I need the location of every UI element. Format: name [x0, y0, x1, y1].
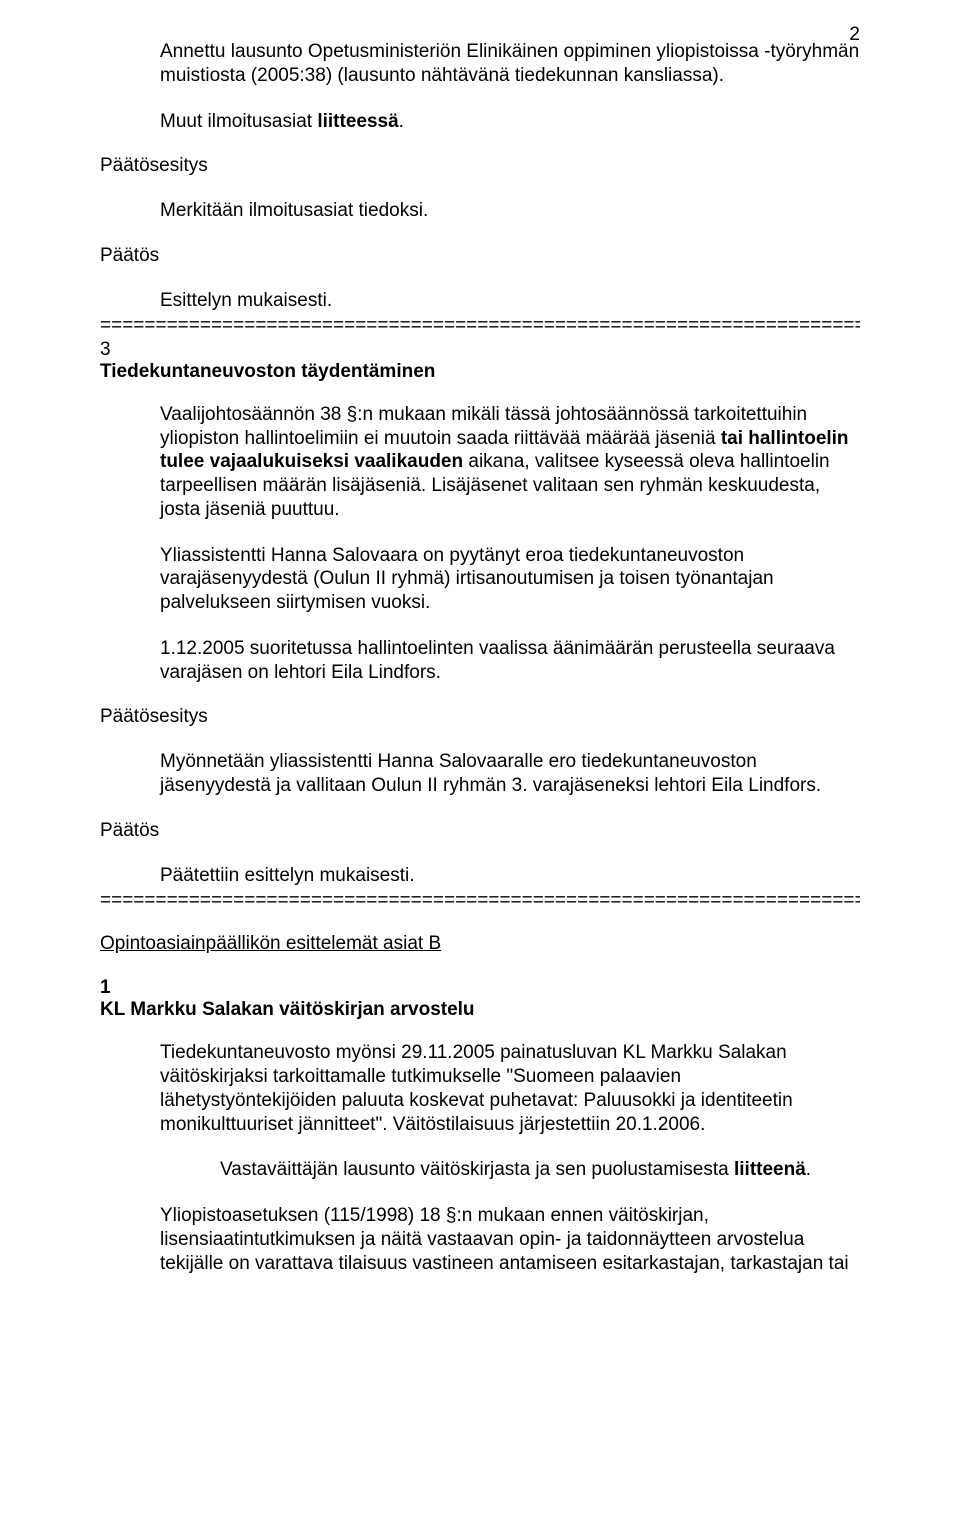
text-muut-b: liitteessä	[317, 111, 398, 132]
paragraph-tiedekuntaneuvosto: Tiedekuntaneuvosto myönsi 29.11.2005 pai…	[160, 1041, 860, 1136]
section-number-3: 3	[100, 339, 860, 361]
text-vasta-a: Vastaväittäjän lausunto väitöskirjasta j…	[220, 1159, 734, 1180]
heading-opinto: Opintoasiainpäällikön esittelemät asiat …	[100, 932, 860, 956]
text-muut-a: Muut ilmoitusasiat	[160, 111, 317, 132]
paragraph-muut: Muut ilmoitusasiat liitteessä.	[160, 110, 860, 134]
paragraph-paatettiin: Päätettiin esittelyn mukaisesti.	[160, 864, 860, 888]
label-paatos-1: Päätös	[100, 245, 860, 267]
paragraph-myonnetaan: Myönnetään yliassistentti Hanna Salovaar…	[160, 750, 860, 798]
paragraph-2005: 1.12.2005 suoritetussa hallintoelinten v…	[160, 637, 860, 685]
text-vaali-a: Vaalijohtosäännön 38 §:n mukaan mikäli t…	[160, 404, 807, 449]
paragraph-esittelyn: Esittelyn mukaisesti.	[160, 289, 860, 313]
paragraph-yliassistentti: Yliassistentti Hanna Salovaara on pyytän…	[160, 544, 860, 615]
label-paatosesitys-2: Päätösesitys	[100, 706, 860, 728]
text-muut-c: .	[399, 111, 404, 132]
text-vasta-b: liitteenä	[734, 1159, 806, 1180]
paragraph-merkitaan: Merkitään ilmoitusasiat tiedoksi.	[160, 199, 860, 223]
text-vasta-c: .	[806, 1159, 811, 1180]
page-number: 2	[849, 24, 860, 46]
label-paatosesitys-1: Päätösesitys	[100, 155, 860, 177]
divider-2: ========================================…	[100, 890, 860, 912]
section-number-1: 1	[100, 977, 860, 999]
paragraph-annettu: Annettu lausunto Opetusministeriön Elini…	[160, 40, 860, 88]
divider-1: ========================================…	[100, 315, 860, 337]
label-paatos-2: Päätös	[100, 820, 860, 842]
paragraph-vaali: Vaalijohtosäännön 38 §:n mukaan mikäli t…	[160, 403, 860, 522]
document-page: 2 Annettu lausunto Opetusministeriön Eli…	[0, 0, 960, 1524]
section-title-salakan: KL Markku Salakan väitöskirjan arvostelu	[100, 999, 860, 1021]
paragraph-yliopisto: Yliopistoasetuksen (115/1998) 18 §:n muk…	[160, 1204, 860, 1275]
paragraph-vastavaittajan: Vastaväittäjän lausunto väitöskirjasta j…	[220, 1158, 860, 1182]
section-title-tiedekunta: Tiedekuntaneuvoston täydentäminen	[100, 361, 860, 383]
